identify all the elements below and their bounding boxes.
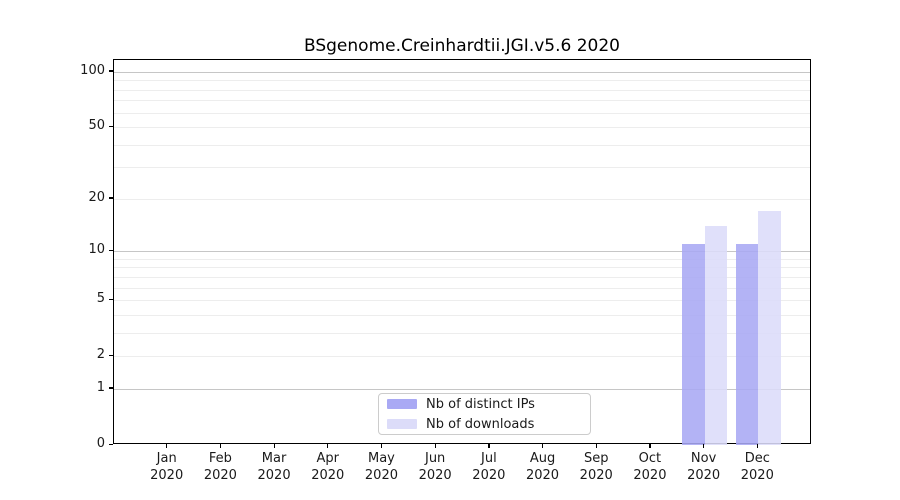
x-tick-label: Feb 2020 — [203, 451, 237, 483]
x-tick-mark — [166, 444, 168, 448]
minor-gridline — [114, 198, 810, 200]
x-tick-label: Jan 2020 — [150, 451, 184, 483]
minor-gridline — [114, 112, 810, 114]
x-tick-mark — [595, 444, 597, 448]
major-gridline — [114, 388, 810, 390]
y-tick-mark — [109, 354, 113, 356]
major-gridline — [114, 251, 810, 253]
legend-label-downloads: Nb of downloads — [426, 416, 535, 432]
minor-gridline — [114, 258, 810, 260]
y-tick-label: 5 — [96, 291, 105, 307]
x-tick-label: Mar 2020 — [257, 451, 291, 483]
x-tick-mark — [219, 444, 222, 448]
x-tick-mark — [488, 444, 490, 448]
minor-gridline — [114, 167, 810, 169]
downloads-swatch — [387, 419, 417, 429]
x-tick-mark — [703, 444, 705, 448]
y-tick-label: 50 — [88, 118, 105, 134]
minor-gridline — [114, 300, 810, 302]
x-tick-mark — [273, 444, 275, 448]
legend-row-downloads: Nb of downloads — [387, 417, 582, 432]
minor-gridline — [114, 314, 810, 316]
distinct-ips-swatch — [387, 399, 417, 409]
x-tick-mark — [327, 444, 329, 448]
x-tick-label: Aug 2020 — [525, 451, 560, 483]
bar-dec-distinct-ips — [735, 244, 759, 445]
y-tick-label: 0 — [96, 436, 105, 451]
legend-row-distinct-ips: Nb of distinct IPs — [387, 397, 582, 412]
chart-title: BSgenome.Creinhardtii.JGI.v5.6 2020 — [303, 36, 620, 56]
y-tick-label: 100 — [80, 62, 105, 78]
minor-gridline — [114, 80, 810, 82]
y-tick-label: 10 — [88, 242, 105, 258]
x-tick-label: Jul 2020 — [472, 451, 506, 483]
major-gridline — [114, 71, 810, 73]
x-tick-mark — [542, 444, 544, 448]
x-tick-label: Apr 2020 — [311, 451, 345, 483]
y-tick-mark — [109, 70, 113, 72]
minor-gridline — [114, 127, 810, 129]
x-tick-label: Dec 2020 — [740, 451, 774, 483]
y-tick-mark — [109, 125, 113, 127]
legend: Nb of distinct IPs Nb of downloads — [378, 393, 591, 435]
x-tick-mark — [756, 444, 758, 448]
plot-area — [113, 59, 811, 445]
y-tick-mark — [109, 197, 113, 199]
x-tick-label: May 2020 — [364, 451, 398, 483]
legend-label-distinct-ips: Nb of distinct IPs — [426, 396, 535, 412]
minor-gridline — [114, 332, 810, 334]
x-tick-label: Oct 2020 — [633, 451, 667, 483]
minor-gridline — [114, 89, 810, 91]
minor-gridline — [114, 356, 810, 358]
minor-gridline — [114, 267, 810, 269]
y-tick-label: 1 — [96, 379, 105, 395]
x-tick-mark — [649, 444, 651, 448]
x-tick-label: Nov 2020 — [687, 451, 721, 483]
y-tick-label: 2 — [96, 347, 105, 363]
y-tick-mark — [109, 387, 113, 389]
y-tick-mark — [109, 298, 113, 300]
minor-gridline — [114, 144, 810, 146]
x-tick-label: Jun 2020 — [418, 451, 452, 483]
y-tick-mark — [109, 443, 113, 445]
y-tick-label: 20 — [88, 189, 105, 205]
x-tick-mark — [434, 444, 436, 448]
bar-nov-downloads — [704, 226, 728, 445]
minor-gridline — [114, 100, 810, 102]
x-tick-label: Sep 2020 — [579, 451, 613, 483]
bar-dec-downloads — [758, 211, 781, 445]
bar-nov-distinct-ips — [682, 244, 705, 445]
minor-gridline — [114, 287, 810, 289]
y-tick-mark — [109, 249, 113, 251]
minor-gridline — [114, 276, 810, 278]
x-tick-mark — [380, 444, 383, 448]
